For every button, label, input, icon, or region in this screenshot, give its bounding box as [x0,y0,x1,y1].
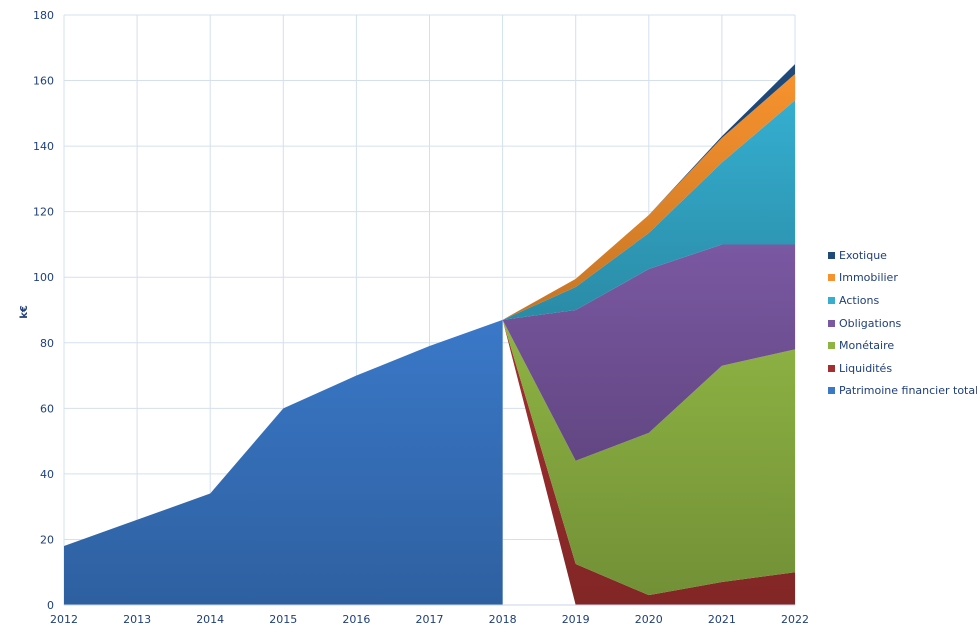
x-tick-label: 2012 [50,613,78,626]
x-tick-label: 2022 [781,613,809,626]
x-tick-label: 2016 [342,613,370,626]
axes: 0 20 40 60 80 100 120 140 160 180 2012 2013 2014 2015… [33,9,809,626]
x-tick-label: 2021 [708,613,736,626]
legend-swatch [828,274,835,282]
y-tick-label: 100 [33,271,54,284]
x-tick-label: 2020 [635,613,663,626]
y-tick-label: 120 [33,206,54,219]
legend-swatch [828,364,835,372]
legend-label: Actions [839,293,880,307]
x-tick-label: 2015 [269,613,297,626]
legend-item: Obligations [828,312,977,335]
y-tick-label: 80 [40,337,54,350]
area-actions [502,100,795,320]
legend-label: Monétaire [839,339,895,353]
area-liquidites [502,319,795,605]
area-monetaire [502,319,795,596]
legend-swatch [828,296,835,304]
x-tick-label: 2019 [562,613,590,626]
legend-swatch [828,387,835,395]
legend-label: Immobilier [839,271,898,285]
legend-swatch [828,251,835,259]
y-tick-label: 20 [40,533,54,546]
legend: Exotique Immobilier Actions Obligations Moné… [828,244,977,402]
legend-item: Liquidités [828,357,977,380]
legend-item: Actions [828,289,977,312]
y-tick-label: 140 [33,140,54,153]
legend-label: Patrimoine financier total [839,384,977,398]
y-tick-label: 0 [47,599,54,612]
area-obligations [502,244,795,461]
legend-swatch [828,319,835,327]
x-tick-label: 2013 [123,613,151,626]
x-tick-label: 2014 [196,613,224,626]
legend-label: Obligations [839,316,902,330]
x-tick-label: 2017 [416,613,444,626]
y-tick-label: 180 [33,9,54,22]
x-tick-label: 2018 [489,613,517,626]
legend-swatch [828,342,835,350]
y-tick-label: 60 [40,402,54,415]
legend-item: Monétaire [828,334,977,357]
legend-item: Exotique [828,244,977,267]
legend-label: Exotique [839,248,887,262]
legend-item: Immobilier [828,267,977,290]
y-tick-label: 160 [33,75,54,88]
legend-label: Liquidités [839,361,893,375]
y-axis-label: k€ [19,305,30,319]
area-patrimoine-financier-total [64,319,503,605]
legend-item: Patrimoine financier total [828,380,977,403]
y-tick-label: 40 [40,468,54,481]
areas [64,64,795,605]
